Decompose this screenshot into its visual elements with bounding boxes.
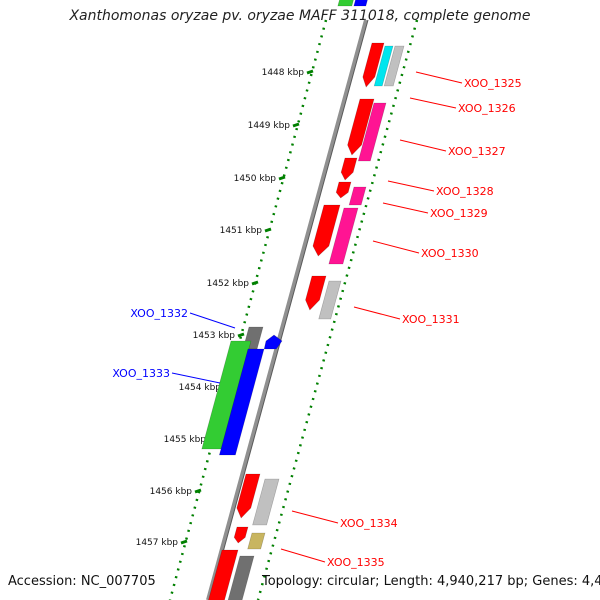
gene-feature-magenta[interactable]: [357, 102, 387, 162]
inner-dotted-guide: [256, 19, 419, 600]
gene-feature-red[interactable]: [208, 549, 239, 600]
tick-mark: [194, 488, 202, 494]
gene-feature-cyan[interactable]: [373, 45, 394, 87]
tick-label: 1456 kbp: [150, 487, 193, 497]
gene-label-xoo_1327[interactable]: XOO_1327: [448, 145, 506, 158]
gene-feature-red[interactable]: [340, 157, 358, 181]
label-connector: [280, 548, 326, 563]
label-connector: [291, 510, 339, 524]
gene-feature-red[interactable]: [236, 473, 261, 519]
label-connector: [415, 71, 463, 84]
gene-feature-gray[interactable]: [318, 280, 342, 320]
gene-feature-olive[interactable]: [247, 532, 266, 550]
tick-label: 1449 kbp: [248, 121, 291, 131]
tick-label: 1453 kbp: [193, 331, 236, 341]
gene-feature-blue[interactable]: [263, 334, 283, 350]
gene-label-xoo_1333[interactable]: XOO_1333: [112, 367, 170, 380]
gene-label-xoo_1332[interactable]: XOO_1332: [130, 307, 188, 320]
genome-backbone: [206, 19, 368, 600]
label-connector: [171, 372, 221, 384]
tick-mark: [237, 332, 245, 338]
gene-feature-red[interactable]: [347, 98, 375, 156]
gene-feature-red[interactable]: [305, 275, 327, 311]
tick-label: 1454 kbp: [179, 383, 222, 393]
gene-label-xoo_1325[interactable]: XOO_1325: [464, 77, 522, 90]
gene-feature-blue[interactable]: [218, 348, 265, 456]
tick-mark: [306, 69, 314, 75]
gene-feature-red[interactable]: [233, 526, 249, 544]
tick-mark: [264, 227, 272, 233]
outer-dotted-guide: [168, 19, 328, 600]
tick-label: 1452 kbp: [207, 279, 250, 289]
tick-label: 1448 kbp: [262, 68, 305, 78]
tick-label: 1450 kbp: [234, 174, 277, 184]
gene-feature-red[interactable]: [335, 181, 352, 199]
tick-mark: [180, 539, 188, 545]
gene-feature-red[interactable]: [362, 42, 385, 88]
gene-feature-magenta[interactable]: [348, 186, 367, 206]
gene-feature-green[interactable]: [337, 0, 354, 7]
label-connector: [353, 306, 401, 320]
genome-summary: Topology: circular; Length: 4,940,217 bp…: [262, 574, 600, 589]
tick-label: 1451 kbp: [220, 226, 263, 236]
gene-label-xoo_1330[interactable]: XOO_1330: [421, 247, 479, 260]
label-connector: [399, 139, 447, 152]
tick-mark: [251, 280, 259, 286]
label-connector: [189, 312, 236, 329]
label-connector: [372, 240, 420, 254]
tick-mark: [278, 175, 286, 181]
gene-feature-red[interactable]: [312, 204, 341, 257]
gene-label-xoo_1329[interactable]: XOO_1329: [430, 207, 488, 220]
gene-label-xoo_1335[interactable]: XOO_1335: [327, 556, 385, 569]
gene-feature-blue[interactable]: [353, 0, 368, 7]
gene-feature-gray[interactable]: [252, 478, 280, 526]
label-connector: [382, 202, 429, 214]
tick-label: 1455 kbp: [164, 435, 207, 445]
gene-features: [201, 0, 405, 600]
map-title: Xanthomonas oryzae pv. oryzae MAFF 31101…: [69, 8, 531, 24]
gene-feature-magenta[interactable]: [328, 207, 359, 265]
gene-label-xoo_1328[interactable]: XOO_1328: [436, 185, 494, 198]
gene-label-xoo_1334[interactable]: XOO_1334: [340, 517, 398, 530]
label-connector: [409, 97, 457, 109]
gene-label-xoo_1331[interactable]: XOO_1331: [402, 313, 460, 326]
genome-backbone-highlight: [209, 19, 369, 600]
tick-mark: [292, 122, 300, 128]
gene-label-xoo_1326[interactable]: XOO_1326: [458, 102, 516, 115]
gene-labels: XOO_1325 XOO_1326 XOO_1327 XOO_1328 XOO_1329…: [112, 71, 522, 569]
gene-feature-darkgray[interactable]: [227, 555, 255, 600]
label-connector: [387, 180, 435, 192]
accession-text: Accession: NC_007705: [8, 574, 156, 589]
gene-feature-gray[interactable]: [383, 45, 405, 87]
tick-label: 1457 kbp: [136, 538, 179, 548]
